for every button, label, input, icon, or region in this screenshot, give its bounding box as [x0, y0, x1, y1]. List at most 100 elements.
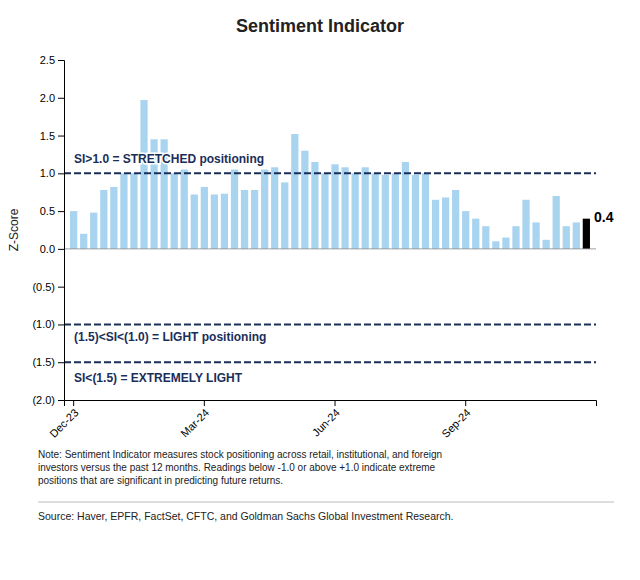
bar [331, 164, 338, 249]
tick-label: 2.0 [40, 92, 55, 104]
bar [472, 219, 479, 249]
bar [563, 226, 570, 249]
tick: 2.5 [40, 54, 64, 66]
bar [341, 167, 348, 249]
bar [281, 182, 288, 248]
bar [271, 167, 278, 249]
tick: (1.0) [32, 318, 64, 330]
tick: 1.5 [40, 130, 64, 142]
bar [583, 219, 590, 249]
bar [392, 173, 399, 249]
bar [251, 190, 258, 249]
tick: Sep-24 [439, 400, 473, 440]
bar [261, 170, 268, 249]
bar [181, 170, 188, 249]
bar [462, 211, 469, 249]
tick-label: Dec-23 [47, 406, 81, 440]
tick-label: (2.0) [32, 394, 55, 406]
annotation: SI>1.0 = STRETCHED positioning [74, 152, 264, 166]
note-line: investors versus the past 12 months. Rea… [38, 462, 436, 473]
bar [543, 240, 550, 249]
tick: Dec-23 [47, 400, 81, 440]
bar [311, 162, 318, 249]
axis-line [65, 401, 597, 407]
chart: Sentiment Indicator (2.0) (1.5) (1.0) (0.5) 0… [0, 0, 640, 580]
bar [372, 173, 379, 249]
x-axis: Dec-23 Mar-24 Jun-24 Sep-24 [47, 400, 596, 440]
plot-area [64, 100, 596, 362]
annotation: 0.4 [594, 209, 614, 225]
bar [422, 173, 429, 249]
bar [362, 167, 369, 249]
reference-line [64, 172, 596, 174]
bar [442, 198, 449, 249]
bar [573, 222, 580, 248]
y-axis: (2.0) (1.5) (1.0) (0.5) 0.0 0.5 1.0 1.5 2.0 2.5 [32, 54, 64, 406]
tick-mark [73, 400, 74, 406]
tick-label: (0.5) [32, 281, 55, 293]
bar [301, 151, 308, 249]
tick-label: 0.5 [40, 205, 55, 217]
bar [171, 173, 178, 249]
bar [90, 213, 97, 249]
bar [211, 194, 218, 248]
bar [191, 194, 198, 248]
bar [120, 173, 127, 249]
separator [38, 502, 614, 503]
tick-mark [335, 400, 336, 406]
bar [382, 175, 389, 249]
bar [321, 173, 328, 249]
bar [502, 238, 509, 249]
tick-mark [58, 249, 64, 250]
tick: 2.0 [40, 92, 64, 104]
reference-line [64, 323, 596, 325]
annotation: SI<(1.5) = EXTREMELY LIGHT [74, 371, 243, 385]
tick-label: 1.0 [40, 167, 55, 179]
tick-mark [58, 98, 64, 99]
tick-mark [58, 60, 64, 61]
tick: (2.0) [32, 394, 64, 406]
bar [352, 173, 359, 249]
source: Source: Haver, EPFR, FactSet, CFTC, and … [38, 510, 454, 522]
reference-line [64, 361, 596, 363]
tick-label: Sep-24 [439, 406, 473, 440]
bar [130, 173, 137, 249]
tick-mark [58, 324, 64, 325]
axis-line [58, 61, 65, 401]
annotation: (1.5)<SI<(1.0) = LIGHT positioning [74, 330, 266, 344]
tick: 0.0 [40, 243, 64, 255]
bar [492, 241, 499, 249]
note-line: positions that are significant in predic… [38, 475, 283, 486]
bar [100, 190, 107, 249]
bar [482, 226, 489, 249]
tick-mark [58, 362, 64, 363]
tick-label: 2.5 [40, 54, 55, 66]
bar [291, 134, 298, 249]
tick-mark [58, 211, 64, 212]
bar [553, 196, 560, 249]
bar [70, 211, 77, 249]
tick-mark [58, 136, 64, 137]
tick: (1.5) [32, 356, 64, 368]
tick: (0.5) [32, 281, 64, 293]
tick-label: Jun-24 [310, 406, 342, 438]
tick-mark [204, 400, 205, 406]
bar [110, 187, 117, 249]
bar [201, 187, 208, 249]
tick: Jun-24 [310, 400, 342, 439]
title: Sentiment Indicator [236, 16, 404, 36]
axis-title: Z-Score [7, 208, 21, 251]
bar [80, 234, 87, 249]
tick-label: 0.0 [40, 243, 55, 255]
bar [512, 226, 519, 249]
tick-mark [58, 173, 64, 174]
tick-label: (1.5) [32, 356, 55, 368]
tick-label: Mar-24 [178, 406, 211, 439]
bar [221, 194, 228, 249]
tick: Mar-24 [178, 400, 211, 439]
tick-label: 1.5 [40, 130, 55, 142]
baseline [64, 248, 596, 249]
bar [532, 222, 539, 248]
bar [402, 162, 409, 249]
note-line: Note: Sentiment Indicator measures stock… [38, 449, 442, 460]
